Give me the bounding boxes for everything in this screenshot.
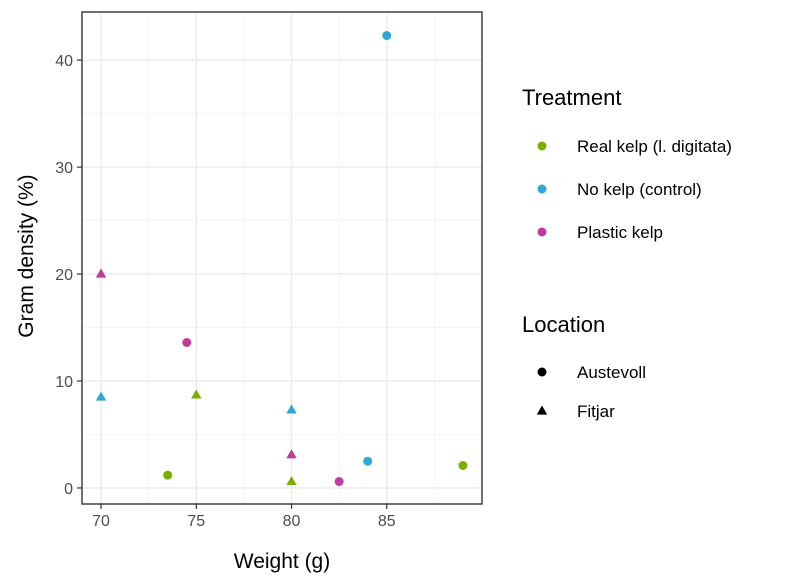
data-point	[286, 404, 297, 414]
data-point	[163, 470, 173, 480]
data-point	[458, 460, 468, 470]
x-tick-label: 75	[187, 513, 205, 530]
grid	[82, 12, 482, 504]
y-tick-label: 30	[55, 160, 73, 177]
legend-key-treatment	[537, 184, 547, 194]
x-tick-label: 70	[92, 513, 110, 530]
legend-key-treatment	[537, 227, 547, 237]
y-tick-label: 0	[64, 481, 73, 498]
data-point	[95, 268, 107, 278]
data-point	[182, 337, 192, 347]
data-point	[286, 449, 297, 459]
data-point	[95, 391, 107, 401]
y-tick-label: 10	[55, 374, 73, 391]
legend-label-location: Fitjar	[577, 402, 615, 421]
y-tick-label: 20	[55, 267, 73, 284]
data-point	[382, 31, 392, 41]
data-point	[334, 477, 344, 487]
y-axis-title: Gram density (%)	[15, 174, 38, 337]
location-legend-title: Location	[522, 312, 605, 337]
data-point	[363, 456, 373, 466]
legend-key-treatment	[537, 141, 547, 151]
y-tick-label: 40	[55, 53, 73, 70]
legend-key-location	[536, 405, 548, 415]
data-point	[191, 389, 202, 399]
location-legend: Location Austevoll Fitjar	[522, 312, 646, 421]
legend-label-treatment: Real kelp (l. digitata)	[577, 137, 732, 156]
x-tick-label: 85	[378, 513, 396, 530]
treatment-legend-title: Treatment	[522, 85, 621, 110]
legend-label-treatment: Plastic kelp	[577, 223, 663, 242]
treatment-legend: Treatment Real kelp (l. digitata) No kelp…	[522, 85, 732, 242]
x-tick-label: 80	[283, 513, 301, 530]
x-axis-title: Weight (g)	[234, 550, 330, 573]
data-point	[286, 476, 297, 486]
legend-label-location: Austevoll	[577, 363, 646, 382]
x-axis-ticks: 70 75 80 85	[92, 504, 396, 530]
legend-key-location	[537, 367, 547, 377]
legend-label-treatment: No kelp (control)	[577, 180, 702, 199]
panel-border	[81, 11, 483, 505]
y-axis-ticks: 0 10 20 30 40	[55, 53, 82, 498]
data-points	[95, 31, 468, 487]
